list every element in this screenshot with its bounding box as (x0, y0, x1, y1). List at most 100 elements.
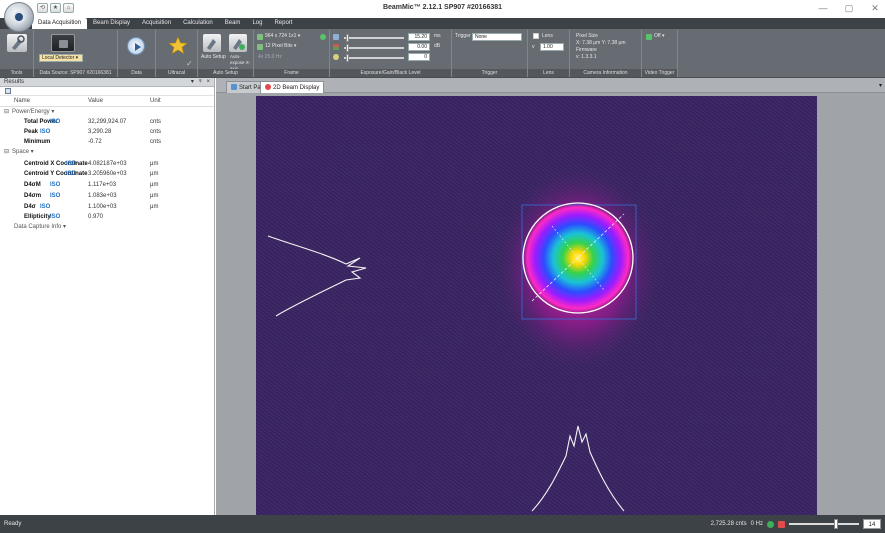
star-icon[interactable]: ★ (50, 3, 61, 13)
group-auto-setup: Auto Setup Auto-expose X-axis Auto Setup (198, 30, 254, 77)
detector-selector[interactable]: Local Detector ▾ (39, 54, 83, 62)
pixel-bits-selector[interactable]: 12 Pixel Bits ▾ (265, 43, 297, 49)
trigger-select[interactable]: None (472, 33, 522, 41)
title-bar: ⟲ ★ ⌂ BeamMic™ 2.12.1 SP907 #20166381 — … (0, 0, 885, 32)
play-icon[interactable] (127, 37, 145, 55)
exposure-icon (333, 34, 339, 40)
table-row[interactable]: D4σ ISO 1.100e+03 μm (0, 202, 214, 212)
result-value: 32,299,924.07 (88, 119, 127, 125)
zoom-slider[interactable] (789, 519, 859, 529)
capture-info-label: Data Capture Info ▾ (14, 224, 67, 230)
tab-report[interactable]: Report (274, 20, 293, 26)
tab-calculation[interactable]: Calculation (183, 20, 213, 26)
group-ultracal: ✓ Ultracal (156, 30, 198, 77)
table-row[interactable]: Minimum -0.72 cnts (0, 137, 214, 147)
start-page-icon (231, 84, 237, 91)
group-lens: Lens v 1.00 Lens (528, 30, 570, 77)
result-unit: μm (150, 161, 159, 167)
roi-box[interactable] (521, 204, 637, 320)
refresh-icon[interactable] (320, 34, 326, 40)
close-button[interactable]: ✕ (871, 3, 879, 13)
firmware-value: v: 1.3.3.1 (576, 54, 597, 60)
auto-expose-x-icon[interactable] (229, 34, 247, 52)
document-tabs: Start Page 2D Beam Display ▾ (216, 78, 885, 93)
collapse-icon[interactable]: ⊟ (4, 109, 10, 115)
zoom-value-input[interactable]: 14 (863, 519, 881, 529)
group-ultracal-label: Ultracal (156, 69, 197, 77)
table-row[interactable]: Peak ISO 3,290.28 cnts (0, 127, 214, 137)
column-name[interactable]: Name (14, 98, 31, 104)
iso-badge: ISO (40, 204, 51, 210)
tab-data-acquisition[interactable]: Data Acquisition (32, 18, 88, 29)
collapse-icon[interactable]: ⊟ (4, 149, 10, 155)
section-space[interactable]: ⊟ Space ▾ (0, 147, 214, 157)
app-logo[interactable] (4, 2, 34, 32)
result-name: Ellipticity (24, 214, 51, 220)
tab-beam-display[interactable]: Beam Display (93, 20, 131, 26)
tab-log[interactable]: Log (252, 20, 263, 26)
black-level-input[interactable]: 0 (408, 53, 430, 61)
tab-list-dropdown[interactable]: ▾ (878, 83, 882, 89)
capture-info-link[interactable]: Data Capture Info ▾ (0, 222, 214, 232)
undo-icon[interactable]: ⟲ (37, 3, 48, 13)
group-data-source: Local Detector ▾ Data Source: SP907 #201… (34, 30, 118, 77)
tab-2d-beam[interactable]: 2D Beam Display (260, 81, 325, 93)
beam-image-canvas[interactable] (256, 96, 817, 515)
table-row[interactable]: Total Power ISO 32,299,924.07 cnts (0, 117, 214, 127)
section-power[interactable]: ⊟ Power/Energy ▾ (0, 107, 214, 117)
tab-capture[interactable]: Acquisition (142, 20, 172, 26)
lens-checkbox[interactable] (533, 33, 539, 39)
video-trigger-off[interactable]: Off ▾ (654, 33, 665, 39)
group-video-label: Video Trigger (642, 69, 677, 77)
result-value: 1.100e+03 (88, 204, 117, 210)
exposure-slider[interactable] (344, 34, 404, 42)
auto-setup-button[interactable]: Auto Setup (201, 54, 226, 60)
result-unit: cnts (150, 129, 162, 135)
exposure-input[interactable]: 15.20 (408, 33, 430, 41)
result-value: 0.970 (88, 214, 104, 220)
group-data-source-label: Data Source: SP907 #20166381 (34, 69, 117, 77)
camera-icon[interactable] (51, 34, 75, 52)
beam-viewer: Start Page 2D Beam Display ▾ (216, 78, 885, 515)
table-row[interactable]: Centroid X Coordinate ISO 4.082187e+03 μ… (0, 159, 214, 169)
panel-dropdown-icon[interactable]: ▾ (190, 79, 194, 85)
resolution-icon (257, 34, 263, 40)
stop-icon[interactable] (778, 520, 785, 528)
table-row[interactable]: D4σm ISO 1.083e+03 μm (0, 191, 214, 201)
copy-icon[interactable] (5, 88, 11, 94)
tab-beam[interactable]: Beam (224, 20, 241, 26)
gain-slider[interactable] (344, 44, 404, 52)
magnification-input[interactable]: 1.00 (540, 43, 564, 51)
table-row[interactable]: Ellipticity ISO 0.970 (0, 212, 214, 222)
home-icon[interactable]: ⌂ (63, 3, 74, 13)
tools-icon[interactable] (7, 34, 27, 52)
pixel-bits-icon (257, 44, 263, 50)
panel-pin-icon[interactable]: ᵠ (198, 79, 202, 85)
window-controls: — ▢ ✕ (817, 2, 881, 14)
gain-input[interactable]: 0.00 (408, 43, 430, 51)
column-unit[interactable]: Unit (150, 98, 161, 104)
pixel-size-value: X: 7.38 μm Y: 7.38 μm (576, 40, 626, 46)
black-level-slider[interactable] (344, 54, 404, 62)
panel-close-icon[interactable]: × (206, 79, 210, 85)
viewer-background (817, 96, 885, 515)
iso-badge: ISO (66, 171, 77, 177)
column-value[interactable]: Value (88, 98, 103, 104)
iso-badge: ISO (50, 214, 61, 220)
quick-access-toolbar: ⟲ ★ ⌂ (37, 3, 74, 13)
minimize-button[interactable]: — (818, 3, 828, 13)
maximize-button[interactable]: ▢ (844, 3, 854, 13)
table-row[interactable]: D4σM ISO 1.117e+03 μm (0, 180, 214, 190)
result-name: Centroid X Coordinate (24, 161, 88, 167)
auto-setup-icon[interactable] (203, 34, 221, 52)
resolution-selector[interactable]: 964 x 724 1x1 ▾ (265, 33, 301, 39)
result-value: -0.72 (88, 139, 102, 145)
gain-icon (333, 44, 339, 50)
table-row[interactable]: Centroid Y Coordinate ISO 3.205960e+03 μ… (0, 169, 214, 179)
auto-expose-x-button[interactable]: Auto-expose X-axis (230, 54, 251, 71)
result-name: D4σM (24, 182, 41, 188)
beam-image (267, 163, 663, 512)
zoom-slider-knob[interactable] (834, 519, 838, 529)
gain-unit: dB (434, 43, 441, 49)
ultracal-star-icon[interactable] (168, 36, 188, 55)
